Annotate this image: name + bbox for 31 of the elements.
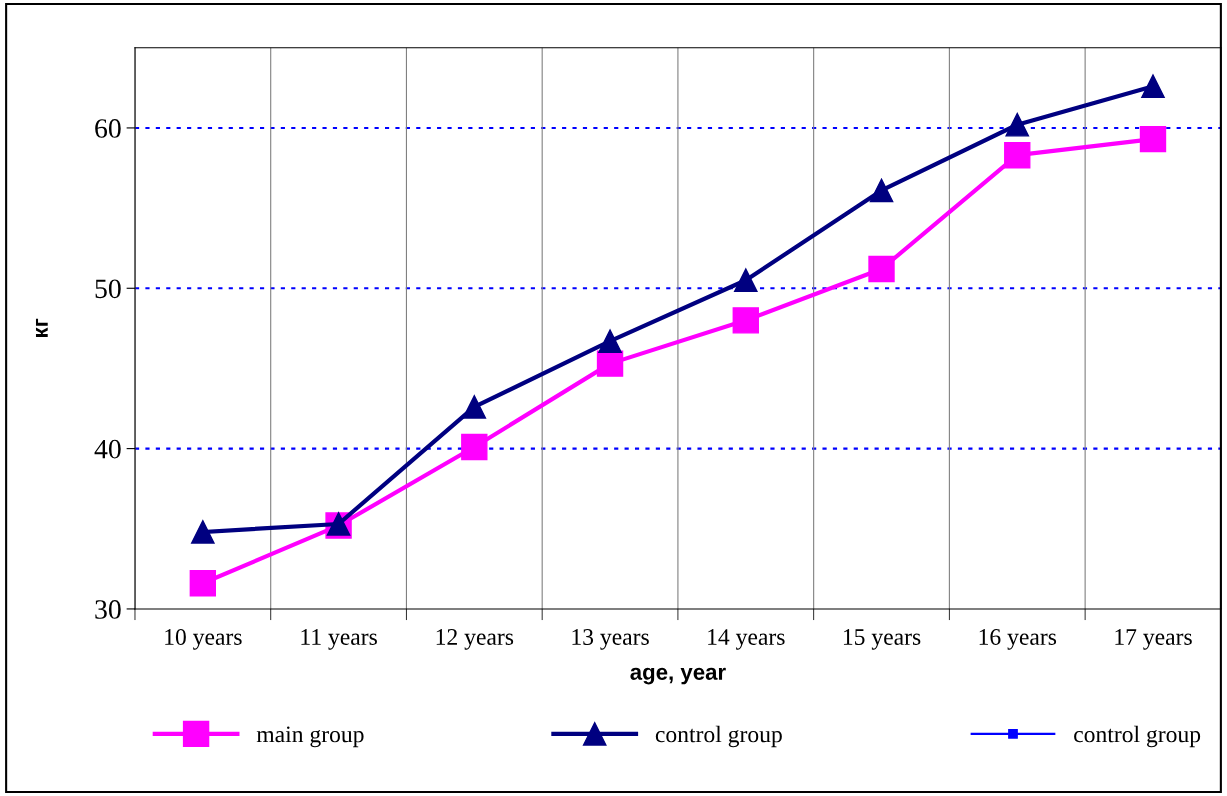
- y-axis-title: кг: [35, 318, 48, 337]
- point: [733, 268, 758, 293]
- point: [1139, 125, 1167, 153]
- x-tick-label: 16 years: [979, 629, 1057, 650]
- legend-label: control group: [1074, 725, 1201, 748]
- x-tick-label: 15 years: [843, 629, 921, 650]
- point: [462, 395, 487, 419]
- y-tick-label: 40: [94, 439, 121, 459]
- y-tick-label: 60: [95, 119, 121, 138]
- x-tick-label: 14 years: [708, 629, 785, 650]
- point: [598, 329, 622, 353]
- point: [1141, 74, 1165, 99]
- legend-label: main group: [256, 726, 364, 748]
- point: [868, 255, 895, 283]
- x-tick-label: 12 years: [436, 629, 514, 650]
- point: [191, 520, 215, 544]
- legend-label: control group: [655, 725, 782, 748]
- point: [189, 570, 217, 597]
- y-tick-label: 30: [95, 600, 121, 619]
- x-tick-label: 13 years: [572, 629, 649, 650]
- x-tick-label: 17 years: [1115, 629, 1192, 650]
- x-axis-title: age, year: [630, 667, 726, 685]
- point: [1005, 112, 1030, 137]
- x-tick-label: 10 years: [165, 629, 242, 650]
- point: [1004, 141, 1031, 169]
- x-tick-label: 11 years: [301, 629, 377, 650]
- point: [596, 350, 624, 377]
- point: [869, 178, 894, 203]
- y-tick-label: 50: [95, 279, 121, 299]
- point: [732, 307, 759, 334]
- point: [461, 433, 488, 461]
